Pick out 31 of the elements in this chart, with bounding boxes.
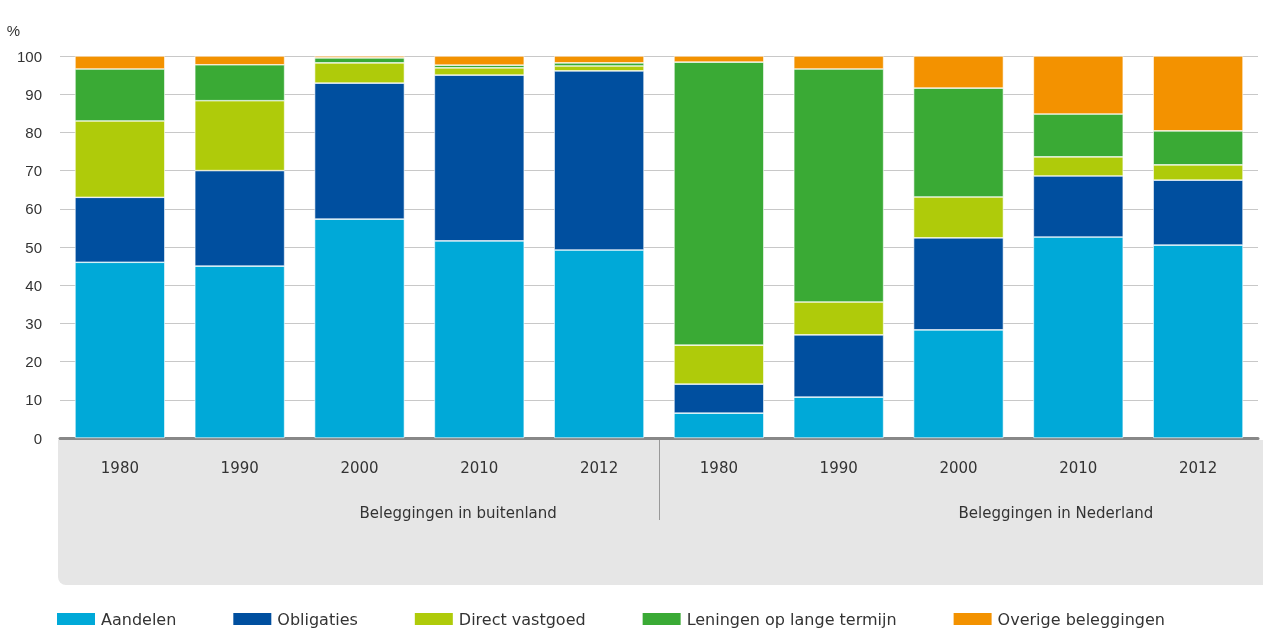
- x-tick-label: 1980: [100, 458, 139, 477]
- x-tick-label: 1980: [699, 458, 738, 477]
- x-tick-label: 1990: [819, 458, 858, 477]
- x-tick-label: 2000: [939, 458, 978, 477]
- text: Beleggingen in Nederland: [958, 503, 1154, 522]
- legend-label: Obligaties: [277, 609, 358, 629]
- y-tick-label: 0: [33, 429, 42, 447]
- y-tick-label: 30: [25, 314, 42, 332]
- y-axis-title: %: [6, 22, 20, 39]
- text: Beleggingen in buitenland: [359, 503, 557, 522]
- y-tick-label: 20: [25, 353, 42, 371]
- y-tick-label: 80: [25, 123, 42, 141]
- y-tick-label: 50: [25, 238, 42, 256]
- y-tick-label: 40: [25, 276, 42, 294]
- x-tick-label: 1990: [220, 458, 259, 477]
- y-tick-label: 90: [25, 85, 42, 103]
- bar: [434, 56, 525, 66]
- y-tick-label: 100: [16, 47, 42, 65]
- x-tick-label: 2010: [1059, 458, 1098, 477]
- x-tick-label: 2010: [460, 458, 499, 477]
- x-tick-label: 2000: [340, 458, 379, 477]
- y-tick-label: 10: [25, 391, 42, 409]
- legend-label: Direct vastgoed: [458, 609, 586, 629]
- bar: [554, 56, 645, 63]
- legend-label: Aandelen: [101, 609, 177, 629]
- legend-label: Overige beleggingen: [997, 609, 1165, 629]
- y-tick-label: 70: [25, 162, 42, 180]
- x-tick-label: 2012: [580, 458, 619, 477]
- y-tick-label: 60: [25, 200, 42, 218]
- legend-label: Leningen op lange termijn: [686, 609, 897, 629]
- x-tick-label: 2012: [1179, 458, 1218, 477]
